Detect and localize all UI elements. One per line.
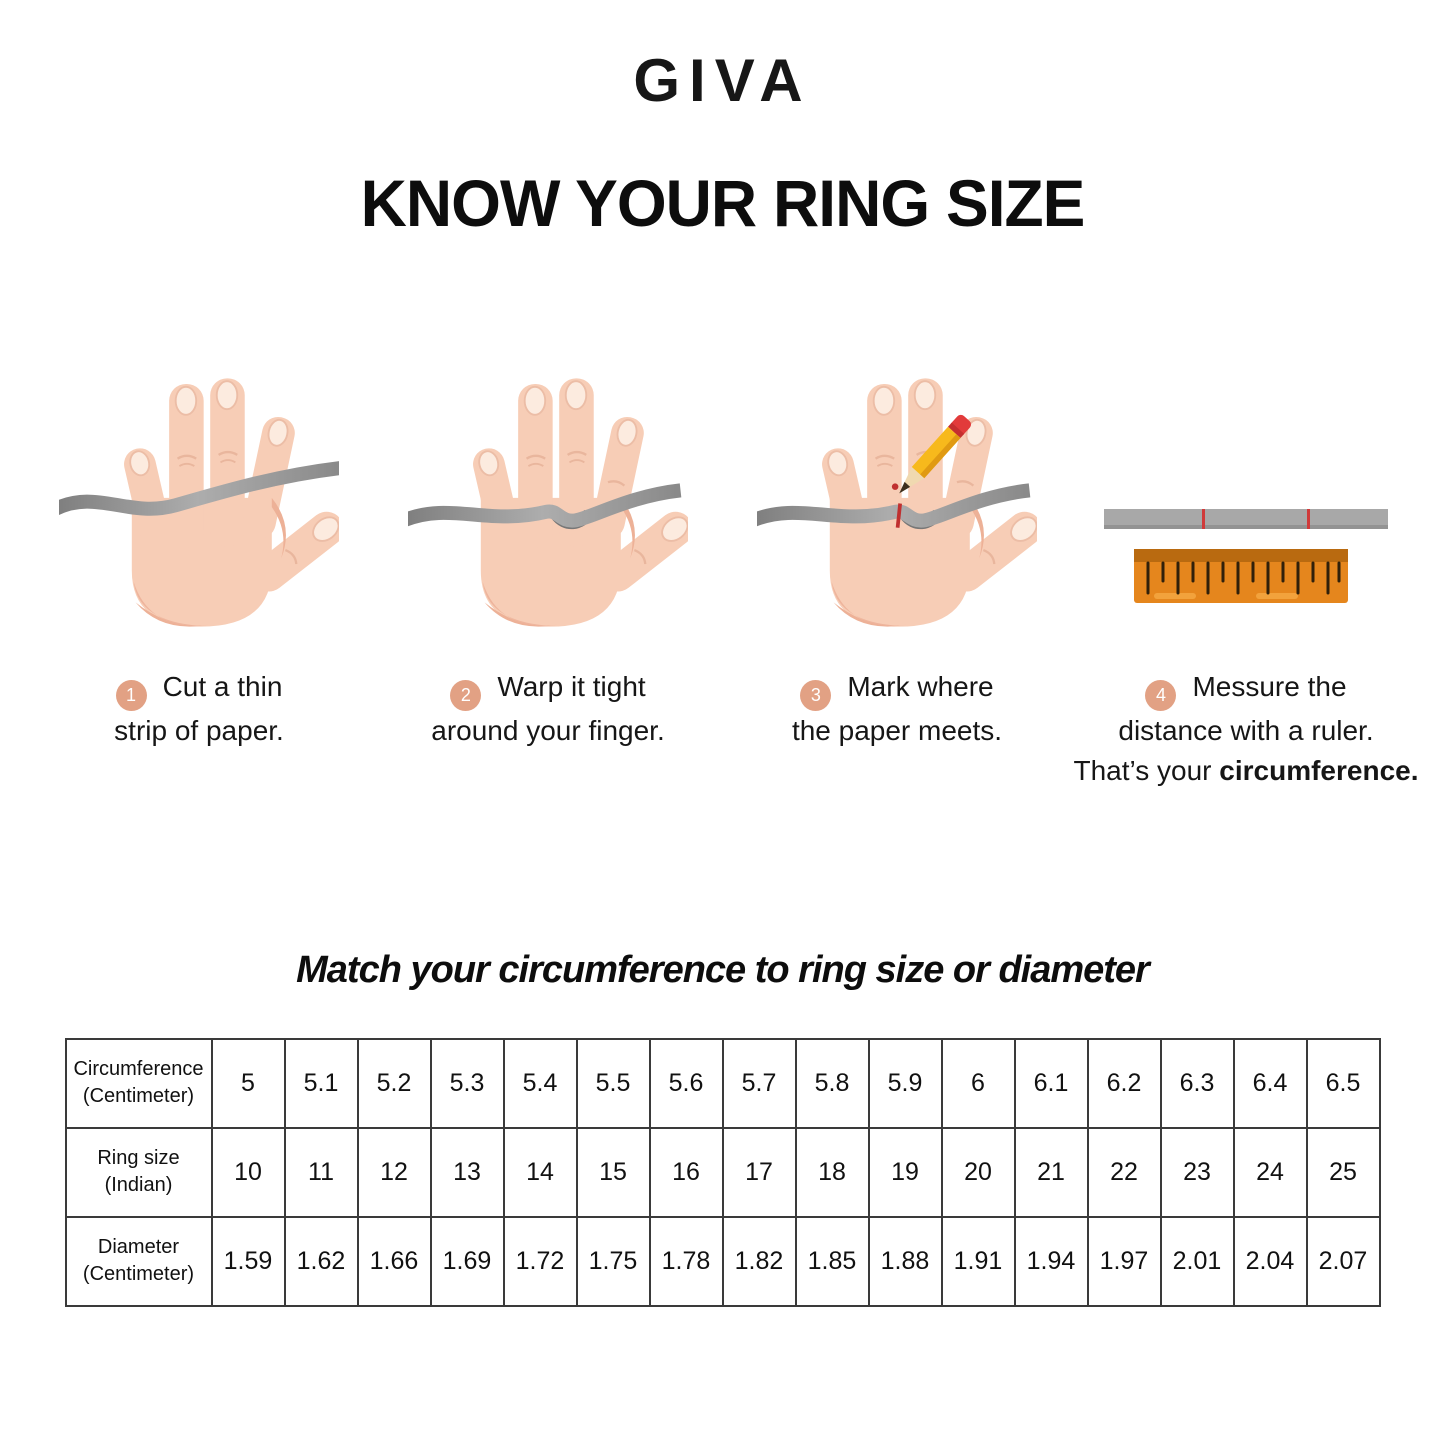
table-cell: 5.6 xyxy=(648,1037,724,1129)
step-4-text-line3: That’s your circumference. xyxy=(1072,751,1421,791)
step-2-caption: 2 Warp it tight around your finger. xyxy=(374,667,723,751)
table-cell: 1.97 xyxy=(1086,1215,1162,1307)
step-3: 3 Mark where the paper meets. xyxy=(723,343,1072,791)
ring-size-table-body: Circumference (Centimeter) 5 5.1 5.2 5.3 5.4 5… xyxy=(64,1037,1381,1307)
step-1-badge: 1 xyxy=(115,680,147,712)
table-cell: 14 xyxy=(502,1126,578,1218)
table-cell: 6 xyxy=(940,1037,1016,1129)
table-cell: 5 xyxy=(210,1037,286,1129)
step-2-badge: 2 xyxy=(450,680,482,712)
table-cell: 1.88 xyxy=(867,1215,943,1307)
table-cell: 6.2 xyxy=(1086,1037,1162,1129)
table-cell: 15 xyxy=(575,1126,651,1218)
table-cell: 6.5 xyxy=(1305,1037,1381,1129)
table-cell: 5.5 xyxy=(575,1037,651,1129)
hand-paper-strip-icon xyxy=(59,348,339,643)
table-cell: 1.72 xyxy=(502,1215,578,1307)
step-2-illustration xyxy=(374,343,723,643)
step-4-badge: 4 xyxy=(1145,680,1177,712)
ruler-icon xyxy=(1081,475,1411,625)
table-cell: 5.3 xyxy=(429,1037,505,1129)
steps-section: 1 Cut a thin strip of paper. 2 Warp it tig… xyxy=(25,343,1421,791)
table-cell: 1.82 xyxy=(721,1215,797,1307)
step-4-text-line3-bold: circumference. xyxy=(1219,755,1419,787)
ring-size-table: Circumference (Centimeter) 5 5.1 5.2 5.3 5.4 5… xyxy=(64,1037,1381,1307)
table-cell: 1.91 xyxy=(940,1215,1016,1307)
step-1: 1 Cut a thin strip of paper. xyxy=(25,343,374,791)
step-4-caption: 4 Messure the distance with a ruler. That… xyxy=(1072,667,1421,791)
table-cell: 1.78 xyxy=(648,1215,724,1307)
table-cell: 5.4 xyxy=(502,1037,578,1129)
step-3-caption: 3 Mark where the paper meets. xyxy=(723,667,1072,751)
table-cell: 1.75 xyxy=(575,1215,651,1307)
table-row: Circumference (Centimeter) 5 5.1 5.2 5.3 5.4 5… xyxy=(64,1037,1381,1129)
step-1-caption: 1 Cut a thin strip of paper. xyxy=(25,667,374,751)
table-cell: 5.7 xyxy=(721,1037,797,1129)
hand-wrapped-finger-icon xyxy=(408,348,688,643)
table-cell: 1.69 xyxy=(429,1215,505,1307)
step-4-illustration xyxy=(1072,343,1421,643)
table-cell: 5.1 xyxy=(283,1037,359,1129)
table-cell: 6.4 xyxy=(1232,1037,1308,1129)
step-4-text-line1: Messure the xyxy=(1192,671,1347,702)
table-row-header: Ring size (Indian) xyxy=(64,1126,213,1218)
table-row: Diameter (Centimeter) 1.59 1.62 1.66 1.69 1.7… xyxy=(64,1215,1381,1307)
table-cell: 12 xyxy=(356,1126,432,1218)
table-cell: 22 xyxy=(1086,1126,1162,1218)
step-2: 2 Warp it tight around your finger. xyxy=(374,343,723,791)
table-cell: 1.66 xyxy=(356,1215,432,1307)
table-cell: 17 xyxy=(721,1126,797,1218)
table-cell: 13 xyxy=(429,1126,505,1218)
table-cell: 6.3 xyxy=(1159,1037,1235,1129)
hand-pencil-mark-icon xyxy=(757,348,1037,643)
table-cell: 5.9 xyxy=(867,1037,943,1129)
table-cell: 2.07 xyxy=(1305,1215,1381,1307)
table-row: Ring size (Indian) 10 11 12 13 14 15 16 17 18 19 20… xyxy=(64,1126,1381,1218)
table-cell: 19 xyxy=(867,1126,943,1218)
table-cell: 5.2 xyxy=(356,1037,432,1129)
table-cell: 2.04 xyxy=(1232,1215,1308,1307)
step-3-illustration xyxy=(723,343,1072,643)
step-3-badge: 3 xyxy=(800,680,832,712)
giva-logo: GIVA xyxy=(633,47,812,114)
step-1-text-line2: strip of paper. xyxy=(114,715,284,747)
step-1-illustration xyxy=(25,343,374,643)
table-cell: 24 xyxy=(1232,1126,1308,1218)
step-2-text-line2: around your finger. xyxy=(431,715,665,747)
table-cell: 25 xyxy=(1305,1126,1381,1218)
step-4: 4 Messure the distance with a ruler. That… xyxy=(1072,343,1421,791)
table-cell: 20 xyxy=(940,1126,1016,1218)
table-cell: 1.62 xyxy=(283,1215,359,1307)
table-cell: 1.94 xyxy=(1013,1215,1089,1307)
table-cell: 11 xyxy=(283,1126,359,1218)
table-cell: 21 xyxy=(1013,1126,1089,1218)
table-cell: 10 xyxy=(210,1126,286,1218)
table-cell: 16 xyxy=(648,1126,724,1218)
table-row-header: Diameter (Centimeter) xyxy=(64,1215,213,1307)
table-row-header: Circumference (Centimeter) xyxy=(64,1037,213,1129)
page-title: KNOW YOUR RING SIZE xyxy=(360,166,1086,240)
table-cell: 23 xyxy=(1159,1126,1235,1218)
step-1-text-line1: Cut a thin xyxy=(162,671,283,702)
step-2-text-line1: Warp it tight xyxy=(497,671,646,702)
table-cell: 6.1 xyxy=(1013,1037,1089,1129)
step-4-text-line3-prefix: That’s your xyxy=(1073,755,1220,787)
table-cell: 1.85 xyxy=(794,1215,870,1307)
step-4-text-line2: distance with a ruler. xyxy=(1118,715,1374,747)
table-cell: 1.59 xyxy=(210,1215,286,1307)
table-cell: 5.8 xyxy=(794,1037,870,1129)
step-3-text-line2: the paper meets. xyxy=(791,715,1003,747)
step-3-text-line1: Mark where xyxy=(847,671,994,702)
table-cell: 2.01 xyxy=(1159,1215,1235,1307)
table-cell: 18 xyxy=(794,1126,870,1218)
table-title: Match your circumference to ring size or… xyxy=(296,948,1150,991)
